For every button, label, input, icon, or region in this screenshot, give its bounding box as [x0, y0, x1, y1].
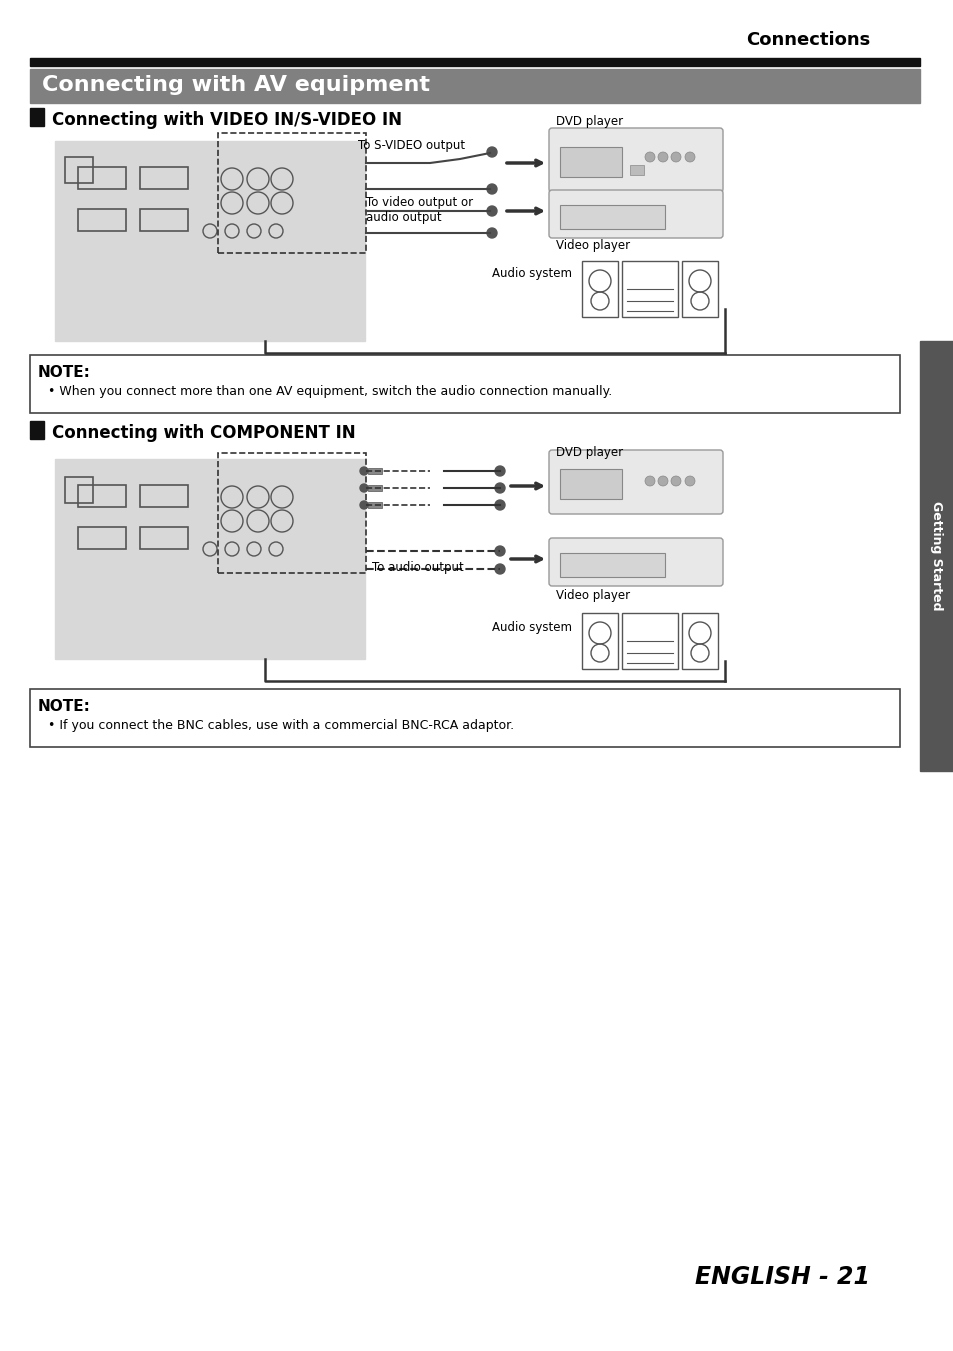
Bar [559, 553, 664, 577]
Text: Connecting with AV equipment: Connecting with AV equipment [42, 76, 430, 95]
Circle shape [495, 500, 504, 509]
Circle shape [359, 484, 368, 492]
FancyBboxPatch shape [548, 450, 722, 513]
Bar [140, 485, 188, 507]
Bar [559, 469, 621, 499]
Text: Video player: Video player [556, 239, 630, 253]
Circle shape [359, 467, 368, 476]
Circle shape [658, 476, 667, 486]
Bar [368, 485, 381, 490]
Bar [581, 261, 618, 317]
Text: Audio system: Audio system [492, 267, 572, 280]
Bar [368, 467, 381, 474]
Bar [30, 355, 899, 413]
Circle shape [495, 546, 504, 557]
Bar [30, 69, 919, 103]
Bar [368, 503, 381, 508]
Bar [65, 477, 92, 503]
Circle shape [495, 484, 504, 493]
Text: To S-VIDEO output: To S-VIDEO output [357, 139, 465, 153]
Text: NOTE:: NOTE: [38, 365, 91, 380]
Text: To audio output: To audio output [372, 561, 463, 574]
FancyBboxPatch shape [548, 128, 722, 192]
Circle shape [670, 153, 680, 162]
Bar [30, 689, 899, 747]
Bar [581, 613, 618, 669]
Text: • When you connect more than one AV equipment, switch the audio connection manua: • When you connect more than one AV equi… [48, 385, 612, 399]
FancyBboxPatch shape [548, 190, 722, 238]
Circle shape [644, 153, 655, 162]
Bar [140, 168, 188, 189]
Circle shape [495, 563, 504, 574]
Bar [30, 422, 44, 439]
Text: Connecting with VIDEO IN/S-VIDEO IN: Connecting with VIDEO IN/S-VIDEO IN [52, 111, 401, 128]
Text: NOTE:: NOTE: [38, 698, 91, 713]
Bar [78, 527, 126, 549]
Bar [55, 141, 365, 340]
Text: DVD player: DVD player [556, 446, 622, 459]
Bar [218, 132, 366, 253]
FancyBboxPatch shape [548, 538, 722, 586]
Circle shape [684, 153, 695, 162]
Circle shape [359, 501, 368, 509]
Bar [65, 157, 92, 182]
Text: • If you connect the BNC cables, use with a commercial BNC-RCA adaptor.: • If you connect the BNC cables, use wit… [48, 719, 514, 732]
Bar [140, 527, 188, 549]
Circle shape [644, 476, 655, 486]
Bar [919, 340, 953, 771]
Bar [218, 453, 366, 573]
Text: Connections: Connections [745, 31, 869, 49]
Bar [78, 168, 126, 189]
Bar [681, 613, 718, 669]
Circle shape [486, 205, 497, 216]
Text: DVD player: DVD player [556, 115, 622, 128]
Circle shape [486, 228, 497, 238]
Bar [78, 485, 126, 507]
Circle shape [670, 476, 680, 486]
Bar [55, 459, 365, 659]
Bar [681, 261, 718, 317]
Bar [559, 205, 664, 230]
Circle shape [486, 184, 497, 195]
Text: Connecting with COMPONENT IN: Connecting with COMPONENT IN [52, 424, 355, 442]
Text: Video player: Video player [556, 589, 630, 603]
Bar [629, 165, 643, 176]
Circle shape [495, 466, 504, 476]
Bar [78, 209, 126, 231]
Bar [30, 58, 919, 66]
Circle shape [658, 153, 667, 162]
Text: Audio system: Audio system [492, 621, 572, 634]
Circle shape [684, 476, 695, 486]
Bar [30, 108, 44, 126]
Circle shape [486, 147, 497, 157]
Text: ENGLISH - 21: ENGLISH - 21 [695, 1265, 869, 1289]
Text: To video output or
audio output: To video output or audio output [366, 196, 473, 224]
Bar [621, 613, 678, 669]
Bar [621, 261, 678, 317]
Text: Getting Started: Getting Started [929, 501, 943, 611]
Bar [559, 147, 621, 177]
Bar [140, 209, 188, 231]
